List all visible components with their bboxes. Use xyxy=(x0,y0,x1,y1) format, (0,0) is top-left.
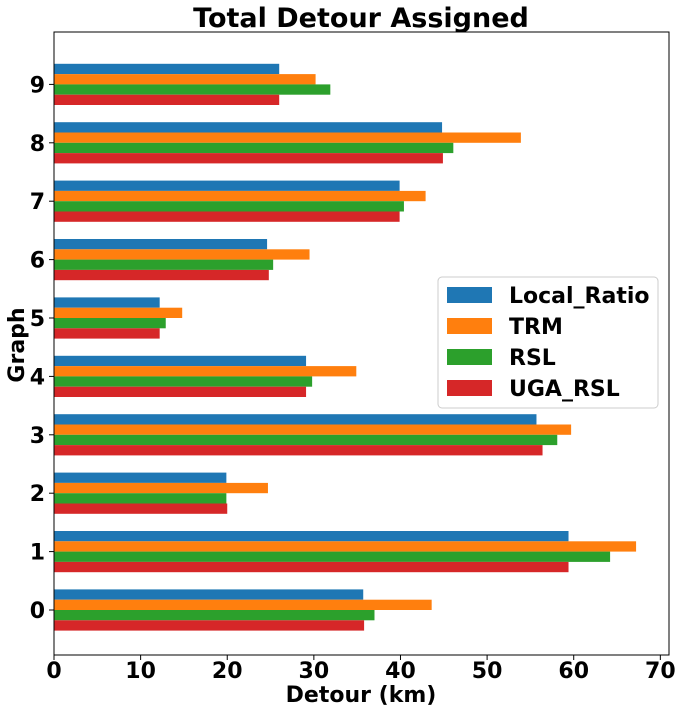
bar xyxy=(54,201,404,212)
bar xyxy=(54,376,313,387)
legend-swatch xyxy=(447,349,492,365)
bar xyxy=(54,414,537,425)
y-tick-label: 7 xyxy=(30,190,45,215)
legend-swatch xyxy=(447,380,492,396)
bar xyxy=(54,63,280,75)
bar xyxy=(54,541,637,552)
bar xyxy=(54,307,183,318)
y-tick-label: 1 xyxy=(30,541,45,566)
bar xyxy=(54,239,268,250)
legend: Local_Ratio TRM RSL UGA_RSL xyxy=(437,276,659,409)
y-axis-label: Graph xyxy=(5,307,30,382)
x-tick-label: 20 xyxy=(212,659,243,684)
bar xyxy=(54,482,268,494)
bar xyxy=(54,531,569,542)
legend-swatch xyxy=(447,287,492,303)
y-tick-label: 4 xyxy=(30,365,45,390)
legend-label: RSL xyxy=(509,346,556,371)
plot-frame xyxy=(53,31,670,656)
bar xyxy=(54,180,400,191)
bar xyxy=(54,589,364,600)
x-tick-label: 70 xyxy=(645,659,676,684)
bar xyxy=(54,269,269,281)
bar xyxy=(54,122,443,133)
bar xyxy=(54,249,310,260)
bar xyxy=(54,259,274,270)
bar xyxy=(54,551,611,562)
y-tick-label: 2 xyxy=(30,482,45,507)
y-axis: 0 1 2 3 4 5 6 7 8 9 xyxy=(30,73,54,624)
bar xyxy=(54,386,307,397)
x-axis: 0 10 20 30 40 50 60 70 xyxy=(46,655,676,684)
bar xyxy=(54,620,365,631)
bar xyxy=(54,366,357,377)
y-tick-label: 8 xyxy=(30,132,45,157)
x-tick-label: 10 xyxy=(125,659,156,684)
bar xyxy=(54,610,375,621)
y-tick-label: 9 xyxy=(30,73,45,98)
bar xyxy=(54,132,521,143)
legend-label: Local_Ratio xyxy=(509,284,650,309)
bar xyxy=(54,599,432,610)
bar xyxy=(54,190,426,202)
chart-title: Total Detour Assigned xyxy=(193,3,529,34)
bar xyxy=(54,297,160,308)
x-tick-label: 60 xyxy=(558,659,589,684)
y-tick-label: 3 xyxy=(30,424,45,449)
bar xyxy=(54,434,558,446)
bar xyxy=(54,472,227,483)
y-tick-label: 5 xyxy=(30,307,45,332)
bar xyxy=(54,561,569,573)
legend-frame xyxy=(437,276,659,409)
bar xyxy=(54,424,572,435)
legend-label: UGA_RSL xyxy=(509,377,620,402)
x-tick-label: 50 xyxy=(472,659,503,684)
bar xyxy=(54,84,331,95)
y-tick-label: 6 xyxy=(30,249,45,274)
bar xyxy=(54,445,543,456)
bar xyxy=(54,153,443,164)
bar xyxy=(54,211,400,222)
x-tick-label: 30 xyxy=(299,659,330,684)
bar xyxy=(54,355,307,367)
bar xyxy=(54,94,280,105)
x-tick-label: 40 xyxy=(385,659,416,684)
bar xyxy=(54,493,227,504)
bar xyxy=(54,328,160,339)
bar xyxy=(54,74,316,85)
bar-layer xyxy=(54,63,637,631)
legend-label: TRM xyxy=(509,315,563,340)
bar xyxy=(54,142,454,154)
y-tick-label: 0 xyxy=(30,599,45,624)
x-axis-label: Detour (km) xyxy=(286,683,437,708)
x-tick-label: 0 xyxy=(46,659,61,684)
bar xyxy=(54,318,166,329)
bar xyxy=(54,503,228,514)
legend-swatch xyxy=(447,318,492,334)
